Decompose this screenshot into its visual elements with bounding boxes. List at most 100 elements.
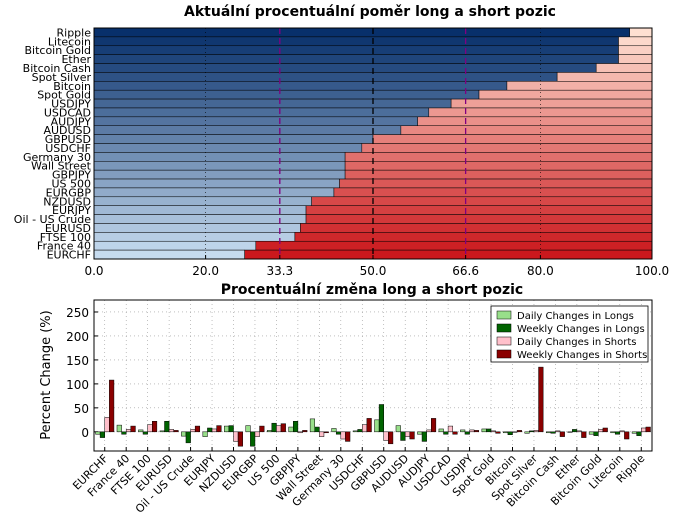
change-bar: [185, 431, 191, 444]
change-bar: [130, 425, 136, 433]
change-bar: [503, 431, 509, 434]
short-bar: [344, 161, 653, 171]
short-bar: [344, 152, 653, 162]
change-bar: [378, 404, 384, 433]
change-bar: [388, 431, 394, 445]
change-bar: [438, 428, 444, 433]
short-bar: [506, 81, 653, 91]
long-bar: [93, 116, 418, 126]
x-tick-label: 66.6: [452, 264, 479, 278]
change-bar: [237, 431, 243, 447]
category-label: USDCAD: [44, 106, 91, 119]
long-bar: [93, 178, 340, 189]
change-bar: [254, 431, 260, 437]
change-bar: [495, 431, 501, 434]
category-label: Bitcoin Cash: [23, 62, 91, 75]
change-bar: [319, 431, 325, 437]
change-bar: [152, 421, 158, 433]
change-bar: [297, 431, 303, 434]
change-bar: [529, 430, 535, 433]
change-bar: [216, 425, 222, 433]
change-bar: [545, 431, 552, 434]
long-bar: [93, 45, 619, 55]
legend: Daily Changes in Longs Weekly Changes in …: [490, 305, 649, 363]
long-bar: [93, 98, 452, 109]
long-bar: [93, 214, 307, 224]
x-tick-label: 33.3: [266, 264, 293, 278]
change-bar: [490, 430, 496, 433]
legend-entry: Weekly Changes in Shorts: [517, 350, 647, 361]
change-bar: [276, 425, 282, 433]
change-bar: [404, 431, 411, 437]
short-bar: [339, 178, 653, 189]
change-bar: [293, 421, 299, 433]
category-label: EURGBP: [46, 186, 92, 199]
bottom-y-axis-label: Percent Change (%): [39, 310, 54, 439]
change-bar: [588, 431, 594, 435]
change-bar: [460, 429, 466, 433]
category-label: FTSE 100: [40, 231, 91, 244]
change-bar: [593, 431, 599, 436]
change-bar: [345, 431, 351, 442]
long-bar: [93, 249, 245, 260]
change-bar: [486, 428, 492, 433]
change-bar: [614, 431, 621, 435]
change-bar: [395, 425, 401, 433]
change-bar: [202, 431, 208, 437]
short-bar: [344, 169, 653, 180]
legend-swatch: [496, 349, 512, 359]
long-bar: [93, 107, 430, 118]
category-label: Oil - US Crude: [14, 213, 91, 226]
short-bar: [305, 205, 653, 215]
long-bar: [93, 72, 558, 82]
long-bar: [93, 161, 346, 171]
short-bar: [305, 214, 653, 224]
bottom-chart-title: Procentuální změna long a short pozic: [221, 282, 523, 298]
long-bar: [93, 232, 296, 242]
category-label: Bitcoin Gold: [24, 44, 91, 57]
category-label: US 500: [51, 177, 91, 190]
legend-entry: Daily Changes in Longs: [517, 311, 634, 322]
category-label: USDJPY: [51, 98, 91, 111]
change-bar: [228, 425, 234, 433]
y-tick-label: 50: [74, 402, 89, 416]
category-label: EURCHF: [47, 249, 91, 262]
long-bar: [93, 54, 619, 64]
change-bar: [481, 428, 487, 433]
change-bar: [421, 431, 427, 442]
change-bar: [245, 425, 251, 433]
change-bar: [357, 429, 363, 433]
long-bar: [93, 89, 480, 100]
long-bar: [93, 205, 307, 215]
change-bar: [567, 431, 573, 433]
change-bar: [524, 431, 530, 434]
x-tick-label: 20.0: [192, 264, 219, 278]
change-bar: [138, 429, 144, 433]
change-bar: [555, 430, 561, 433]
change-bar: [164, 421, 170, 433]
legend-entry: Weekly Changes in Longs: [517, 324, 645, 335]
short-bar: [372, 134, 653, 144]
change-bar: [512, 431, 518, 433]
category-label: France 40: [37, 240, 91, 253]
change-bar: [147, 424, 153, 433]
change-bar: [431, 418, 437, 433]
category-label: GBPUSD: [45, 133, 91, 146]
legend-entry: Daily Changes in Shorts: [517, 337, 637, 348]
short-bar: [294, 232, 653, 242]
x-tick-label: 50.0: [360, 264, 387, 278]
change-bar: [636, 431, 642, 436]
change-bar: [550, 431, 556, 434]
short-bar: [244, 249, 653, 260]
change-bar: [576, 430, 582, 433]
category-label: Germany 30: [23, 151, 91, 164]
change-bar: [469, 429, 475, 433]
change-bar: [340, 431, 346, 440]
y-tick-label: 250: [66, 306, 89, 320]
change-bar: [323, 431, 329, 434]
long-bar: [93, 152, 346, 162]
change-bar: [181, 431, 187, 437]
change-bar: [173, 430, 179, 433]
change-bar: [624, 431, 630, 440]
change-bar: [602, 427, 608, 433]
